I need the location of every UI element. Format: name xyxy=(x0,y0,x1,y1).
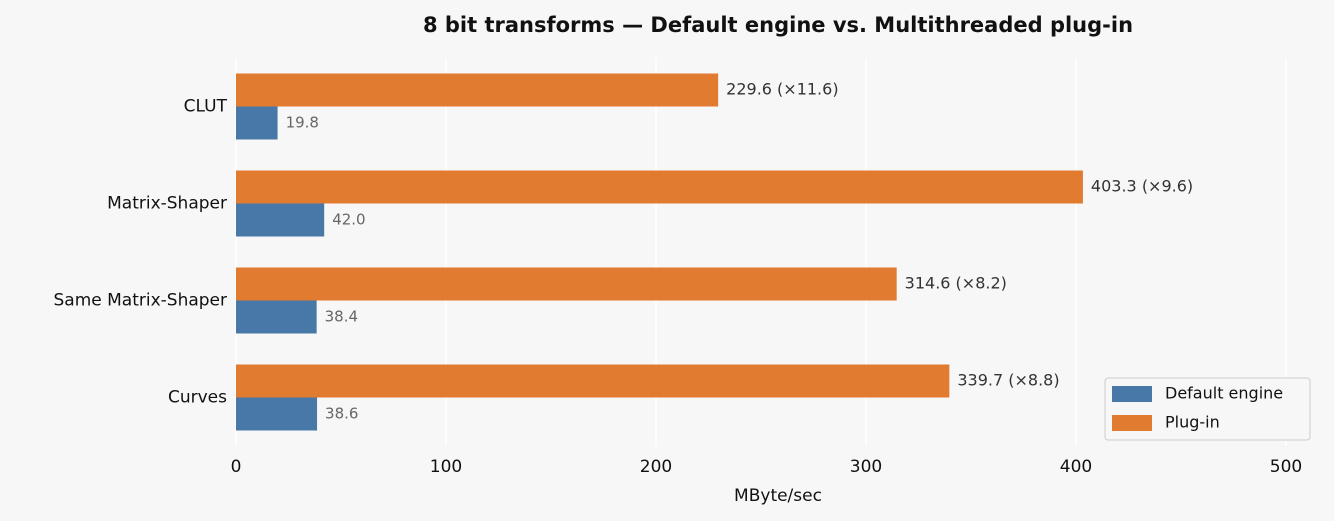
legend-swatch xyxy=(1112,415,1152,431)
data-label: 314.6 (×8.2) xyxy=(905,274,1007,293)
data-label: 38.4 xyxy=(325,308,358,326)
bar xyxy=(236,203,325,237)
x-tick-label: 500 xyxy=(1270,457,1302,477)
bar xyxy=(236,170,1083,204)
x-axis-label: MByte/sec xyxy=(734,486,822,506)
legend-label: Plug-in xyxy=(1165,413,1220,432)
data-label: 38.6 xyxy=(325,405,358,423)
bar xyxy=(236,397,318,431)
legend-label: Default engine xyxy=(1165,384,1283,403)
x-tick-label: 0 xyxy=(231,457,242,477)
x-tick-label: 100 xyxy=(430,457,462,477)
data-label: 42.0 xyxy=(332,211,365,229)
bar xyxy=(236,267,897,301)
bar xyxy=(236,73,719,107)
y-tick-label: Curves xyxy=(168,388,227,408)
legend-box xyxy=(1104,377,1311,441)
y-tick-label: CLUT xyxy=(184,97,228,117)
bar xyxy=(236,364,950,398)
bar xyxy=(236,106,278,140)
data-label: 339.7 (×8.8) xyxy=(957,371,1059,390)
data-label: 229.6 (×11.6) xyxy=(726,80,838,99)
data-label: 19.8 xyxy=(286,114,319,132)
y-tick-label: Matrix-Shaper xyxy=(107,194,227,214)
bar xyxy=(236,300,317,334)
y-tick-label: Same Matrix-Shaper xyxy=(53,291,227,311)
data-label: 403.3 (×9.6) xyxy=(1091,177,1193,196)
x-tick-label: 300 xyxy=(850,457,882,477)
chart-title: 8 bit transforms — Default engine vs. Mu… xyxy=(423,13,1133,37)
x-tick-label: 400 xyxy=(1060,457,1092,477)
x-tick-label: 200 xyxy=(640,457,672,477)
legend-swatch xyxy=(1112,386,1152,402)
